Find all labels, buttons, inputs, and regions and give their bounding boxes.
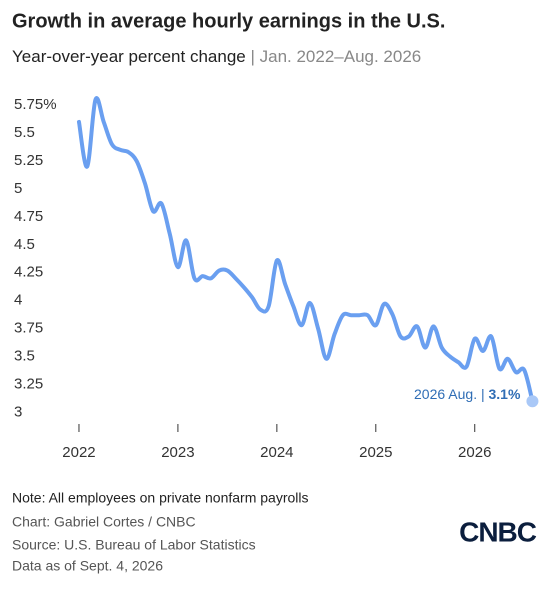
x-tick-label: 2025 xyxy=(359,444,392,461)
y-tick-label: 4.75 xyxy=(14,208,43,225)
x-tick-label: 2022 xyxy=(62,444,95,461)
chart-title: Growth in average hourly earnings in the… xyxy=(12,10,445,32)
as-of: Data as of Sept. 4, 2026 xyxy=(12,558,163,574)
y-tick-label: 5.75% xyxy=(14,96,57,113)
y-tick-label: 3.5 xyxy=(14,348,35,365)
source: Source: U.S. Bureau of Labor Statistics xyxy=(12,537,256,553)
x-tick-label: 2026 xyxy=(458,444,491,461)
y-tick-label: 4.25 xyxy=(14,264,43,281)
annotation-label: 2026 Aug. | xyxy=(414,386,485,402)
annotation-value: 3.1% xyxy=(489,386,521,402)
y-tick-label: 5.25 xyxy=(14,152,43,169)
y-tick-label: 3 xyxy=(14,403,22,420)
y-tick-label: 5 xyxy=(14,180,22,197)
x-tick-label: 2024 xyxy=(260,444,293,461)
y-tick-label: 4.5 xyxy=(14,236,35,253)
y-tick-label: 3.25 xyxy=(14,375,43,392)
y-tick-label: 4 xyxy=(14,292,22,309)
subtitle-range: | Jan. 2022–Aug. 2026 xyxy=(250,47,421,66)
line xyxy=(76,96,535,404)
x-tick-label: 2023 xyxy=(161,444,194,461)
credit: Chart: Gabriel Cortes / CNBC xyxy=(12,514,196,530)
logo: CNBC xyxy=(459,516,537,547)
end-point xyxy=(526,395,539,408)
annotation: 2026 Aug. | 3.1% xyxy=(414,386,521,402)
subtitle: Year-over-year percent change xyxy=(12,47,246,66)
note: Note: All employees on private nonfarm p… xyxy=(12,490,308,506)
y-tick-label: 3.75 xyxy=(14,320,43,337)
y-tick-label: 5.5 xyxy=(14,124,35,141)
chart-subtitle: Year-over-year percent change | Jan. 202… xyxy=(12,47,421,66)
